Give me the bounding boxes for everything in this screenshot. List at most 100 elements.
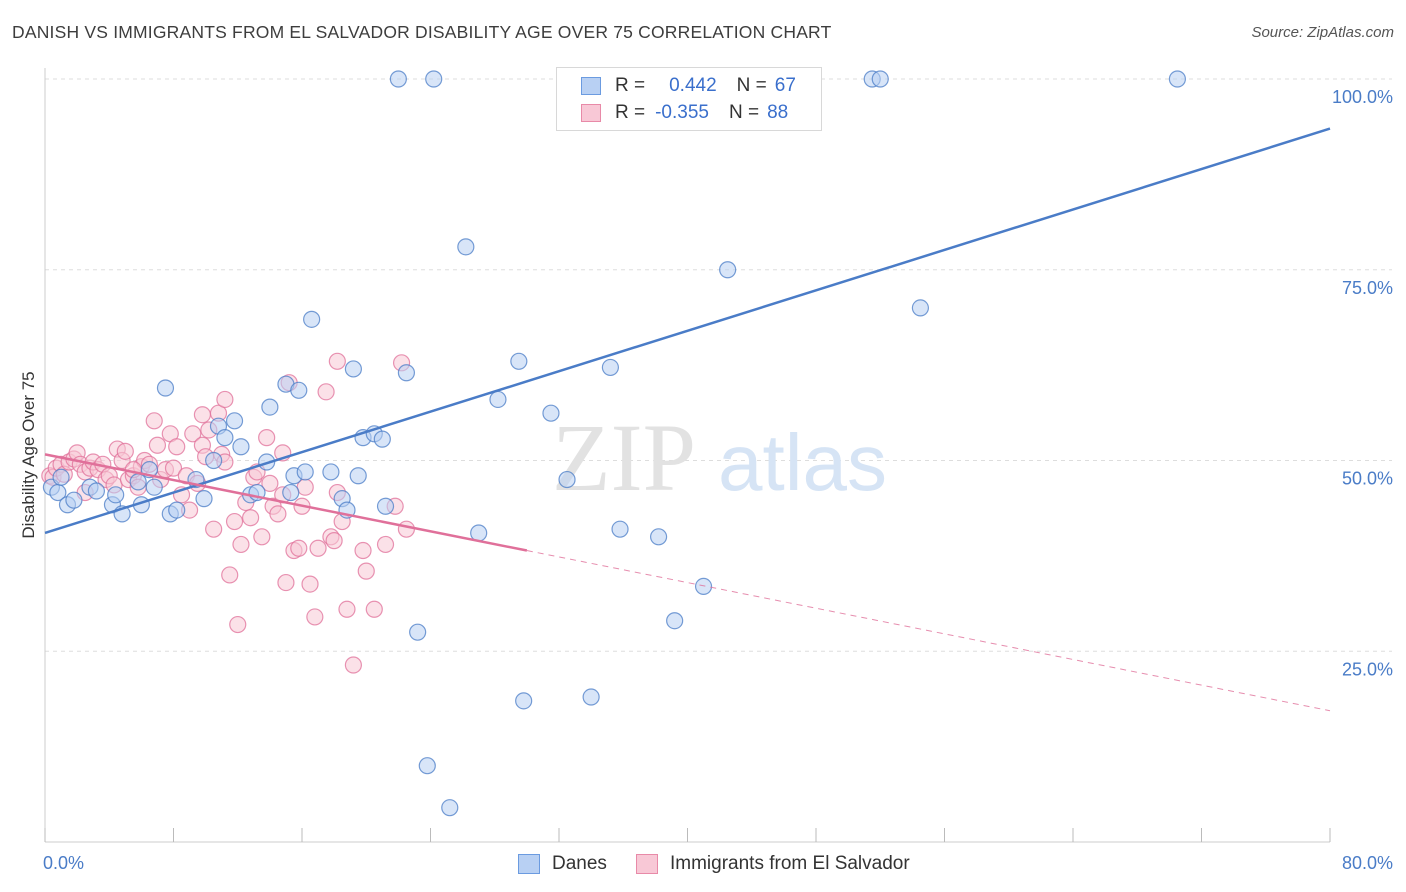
legend-n-label: N = (728, 102, 760, 123)
salvador-point (148, 436, 167, 454)
danes-point (232, 438, 250, 456)
salvador-point (269, 505, 287, 523)
salvador-point (365, 600, 383, 618)
series-legend-salvador: Immigrants from El Salvador (636, 852, 910, 876)
salvador-point (277, 573, 295, 592)
legend-n-value: 88 (767, 102, 789, 123)
salvador-point (317, 383, 335, 401)
danes-point (282, 483, 300, 502)
salvador-point (232, 535, 250, 554)
danes-trend-line (44, 127, 1331, 535)
watermark-atlas: atlas (718, 418, 887, 507)
salvador-point (193, 406, 212, 424)
danes-point (205, 451, 223, 470)
series-swatch-danes (518, 854, 540, 874)
salvador-point (306, 608, 324, 626)
danes-point (694, 577, 713, 595)
danes-point (510, 352, 528, 370)
legend-row-salvador: R = -0.355 N = 88 (581, 100, 788, 126)
y-axis-title: Disability Age Over 75 (19, 371, 38, 538)
legend-r-label: R = (615, 102, 646, 123)
danes-point (397, 364, 416, 382)
danes-point (649, 528, 668, 546)
chart-source: Source: ZipAtlas.com (1251, 24, 1394, 41)
danes-point (911, 299, 930, 317)
danes-point (719, 261, 737, 279)
salvador-point (168, 438, 186, 456)
salvador-point (354, 541, 372, 560)
salvador-point (116, 442, 134, 460)
danes-point (441, 799, 459, 817)
salvador-point (290, 539, 308, 557)
salvador-point (344, 656, 362, 674)
x-tick-label: 80.0% (1342, 853, 1393, 873)
salvador-point (242, 509, 260, 527)
tick-labels: 100.0% 75.0% 50.0% 25.0% 0.0% 80.0% (43, 87, 1393, 873)
danes-point (666, 612, 684, 630)
danes-point (601, 358, 620, 377)
legend-r-value: -0.355 (655, 102, 709, 123)
danes-point (52, 468, 70, 486)
watermark-zip: ZIP (552, 404, 696, 511)
grid-lines (45, 78, 1392, 652)
legend-swatch-salvador (581, 104, 601, 122)
danes-point (344, 360, 362, 378)
chart-title: DANISH VS IMMIGRANTS FROM EL SALVADOR DI… (12, 22, 832, 42)
danes-point (322, 463, 340, 481)
data-points (41, 70, 1187, 817)
x-tick-label: 0.0% (43, 853, 84, 873)
series-legend-danes: Danes (518, 852, 607, 876)
danes-point (558, 470, 576, 489)
salvador-trend-extension (526, 550, 1331, 712)
danes-point (156, 379, 175, 397)
danes-point (168, 501, 186, 519)
series-label-salvador: Immigrants from El Salvador (670, 853, 910, 874)
legend-r-label: R = (615, 75, 646, 96)
legend-n-label: N = (736, 75, 767, 96)
legend-r-value: 0.442 (669, 75, 717, 96)
y-tick-label: 25.0% (1342, 659, 1393, 679)
danes-point (129, 473, 147, 491)
salvador-point (229, 615, 247, 634)
danes-point (389, 70, 407, 88)
danes-point (425, 70, 443, 88)
legend-row-danes: R = 0.442 N = 67 (581, 73, 796, 99)
danes-point (195, 490, 213, 508)
danes-point (290, 381, 308, 399)
salvador-point (225, 512, 244, 531)
danes-point (296, 463, 314, 481)
salvador-point (184, 425, 202, 443)
trend-lines (44, 127, 1331, 712)
danes-point (303, 310, 321, 328)
danes-point (107, 486, 125, 504)
salvador-point (357, 562, 375, 580)
danes-point (145, 478, 163, 496)
danes-point (871, 70, 889, 88)
series-swatch-salvador (636, 854, 658, 874)
y-tick-label: 100.0% (1332, 87, 1393, 107)
danes-point (457, 238, 475, 256)
salvador-point (376, 535, 395, 554)
series-legend: Danes Immigrants from El Salvador (0, 852, 1406, 878)
salvador-point (309, 539, 327, 557)
salvador-point (258, 429, 276, 447)
salvador-point (261, 474, 279, 492)
danes-point (611, 520, 629, 538)
danes-point (349, 467, 367, 485)
y-tick-label: 75.0% (1342, 278, 1393, 298)
salvador-point (253, 528, 271, 546)
danes-point (65, 491, 83, 509)
danes-point (489, 390, 507, 409)
salvador-point (301, 575, 319, 593)
salvador-point (205, 520, 223, 538)
salvador-point (328, 352, 346, 370)
salvador-point (397, 520, 416, 538)
danes-point (515, 692, 533, 710)
watermark: ZIP atlas (552, 404, 887, 511)
danes-point (582, 688, 600, 706)
danes-point (418, 757, 436, 775)
salvador-point (325, 532, 343, 550)
danes-point (1168, 70, 1187, 88)
danes-point (542, 404, 560, 422)
